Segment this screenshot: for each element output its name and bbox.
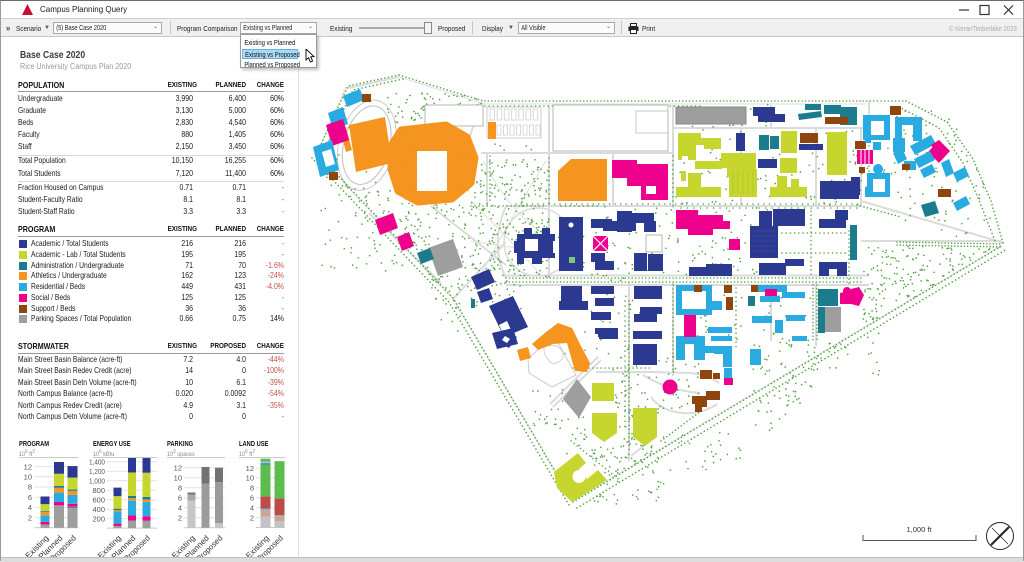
svg-text:12: 12	[24, 462, 32, 471]
svg-text:4: 4	[250, 503, 254, 512]
svg-text:200: 200	[92, 514, 105, 523]
svg-text:4: 4	[28, 503, 32, 512]
svg-text:8: 8	[28, 483, 32, 492]
svg-text:8: 8	[178, 483, 182, 492]
svg-text:600: 600	[92, 495, 105, 504]
svg-text:2: 2	[178, 513, 182, 522]
svg-text:400: 400	[92, 505, 105, 514]
svg-text:6: 6	[178, 493, 182, 502]
svg-text:12: 12	[174, 463, 182, 472]
svg-text:6: 6	[28, 493, 32, 502]
svg-text:1,200: 1,200	[89, 467, 105, 476]
svg-text:12: 12	[246, 464, 254, 473]
svg-text:10: 10	[174, 473, 182, 482]
svg-text:2: 2	[250, 513, 254, 522]
svg-text:6: 6	[250, 494, 254, 503]
svg-text:1,000: 1,000	[89, 476, 105, 485]
svg-text:4: 4	[178, 503, 182, 512]
svg-text:1,400: 1,400	[89, 458, 105, 467]
svg-text:10: 10	[24, 473, 32, 482]
svg-text:1,000 ft: 1,000 ft	[906, 525, 932, 534]
svg-text:8: 8	[250, 484, 254, 493]
svg-text:800: 800	[92, 486, 105, 495]
svg-text:10: 10	[246, 474, 254, 483]
svg-text:2: 2	[28, 513, 32, 522]
